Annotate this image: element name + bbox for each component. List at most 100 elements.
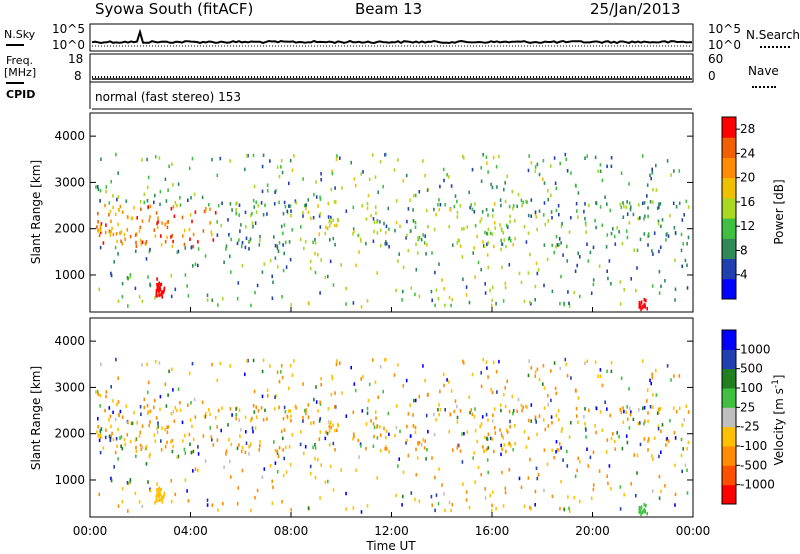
power-point bbox=[655, 163, 657, 168]
power-point bbox=[154, 234, 157, 238]
velocity-point bbox=[129, 480, 131, 484]
velocity-point bbox=[99, 394, 102, 398]
velocity-point bbox=[254, 426, 257, 430]
velocity-point bbox=[482, 445, 484, 449]
velocity-point bbox=[332, 423, 334, 427]
power-point bbox=[374, 175, 377, 179]
power-point bbox=[197, 263, 199, 268]
velocity-point bbox=[334, 405, 336, 409]
power-point bbox=[318, 232, 321, 236]
velocity-point bbox=[236, 446, 239, 451]
velocity-point bbox=[486, 458, 489, 462]
velocity-point bbox=[550, 398, 552, 403]
velocity-point bbox=[155, 497, 158, 502]
power-point bbox=[639, 216, 641, 220]
velocity-point bbox=[105, 428, 107, 432]
power-point bbox=[646, 194, 648, 198]
power-point bbox=[394, 228, 396, 233]
power-point bbox=[457, 238, 460, 243]
power-point bbox=[332, 283, 335, 287]
power-point bbox=[160, 243, 163, 247]
velocity-point bbox=[305, 411, 307, 416]
velocity-point bbox=[105, 390, 108, 394]
velocity-point bbox=[630, 482, 632, 486]
power-point bbox=[462, 277, 464, 281]
velocity-point bbox=[493, 449, 495, 454]
velocity-point bbox=[309, 471, 312, 476]
power-point bbox=[412, 219, 415, 223]
power-point bbox=[491, 214, 494, 218]
velocity-point bbox=[307, 403, 310, 407]
velocity-point bbox=[656, 411, 659, 415]
power-point bbox=[98, 233, 101, 238]
velocity-point bbox=[257, 409, 260, 413]
velocity-point bbox=[110, 385, 112, 389]
power-point bbox=[191, 156, 194, 161]
velocity-point bbox=[373, 425, 376, 430]
power-point bbox=[314, 251, 316, 256]
power-point bbox=[424, 234, 426, 238]
velocity-point bbox=[621, 446, 624, 451]
velocity-point bbox=[330, 420, 332, 425]
velocity-point bbox=[435, 417, 437, 422]
power-point bbox=[258, 243, 261, 247]
power-point bbox=[635, 288, 637, 293]
velocity-point bbox=[317, 409, 319, 413]
velocity-point bbox=[334, 448, 336, 452]
velocity-point bbox=[126, 481, 129, 485]
power-point bbox=[289, 257, 292, 262]
velocity-point bbox=[141, 445, 144, 449]
velocity-point bbox=[413, 398, 415, 403]
power-point bbox=[251, 211, 253, 216]
velocity-point bbox=[117, 376, 119, 380]
velocity-point bbox=[503, 443, 506, 447]
power-point bbox=[448, 295, 451, 300]
velocity-point bbox=[686, 446, 688, 451]
power-point bbox=[129, 273, 132, 277]
power-point bbox=[406, 219, 408, 224]
power-point bbox=[437, 203, 439, 207]
power-point bbox=[554, 181, 557, 185]
power-point bbox=[188, 166, 191, 171]
power-point bbox=[149, 204, 152, 209]
velocity-point bbox=[658, 410, 660, 415]
power-point bbox=[550, 164, 552, 168]
power-point bbox=[509, 239, 512, 243]
power-point bbox=[480, 267, 482, 272]
power-point bbox=[577, 191, 580, 195]
power-point bbox=[619, 202, 622, 207]
power-point bbox=[360, 239, 362, 243]
velocity-point bbox=[564, 357, 567, 362]
power-point bbox=[99, 189, 102, 193]
y-tick-label: 2000 bbox=[54, 427, 85, 441]
power-point bbox=[281, 170, 284, 175]
power-point bbox=[644, 214, 646, 219]
velocity-point bbox=[674, 492, 677, 496]
power-point bbox=[555, 245, 557, 249]
power-point bbox=[444, 303, 446, 308]
power-point bbox=[295, 201, 297, 205]
velocity-point bbox=[520, 485, 523, 490]
velocity-point bbox=[353, 434, 355, 439]
power-point bbox=[592, 282, 595, 287]
power-colorbar-segment bbox=[722, 197, 736, 219]
velocity-point bbox=[573, 495, 576, 500]
power-point bbox=[448, 224, 450, 229]
power-point bbox=[324, 275, 327, 279]
power-point bbox=[203, 209, 206, 214]
velocity-point bbox=[115, 357, 117, 362]
velocity-point bbox=[451, 502, 454, 507]
velocity-point bbox=[492, 413, 494, 417]
velocity-point bbox=[511, 394, 514, 399]
power-colorbar-tick-label: 28 bbox=[740, 122, 755, 136]
velocity-point bbox=[283, 456, 285, 461]
power-point bbox=[669, 214, 671, 218]
power-point bbox=[568, 301, 570, 306]
velocity-point bbox=[585, 435, 587, 439]
velocity-point bbox=[177, 387, 180, 391]
velocity-point bbox=[183, 433, 186, 438]
power-point bbox=[271, 296, 274, 300]
velocity-point bbox=[235, 407, 237, 411]
velocity-point bbox=[584, 361, 586, 365]
velocity-point bbox=[487, 432, 490, 436]
